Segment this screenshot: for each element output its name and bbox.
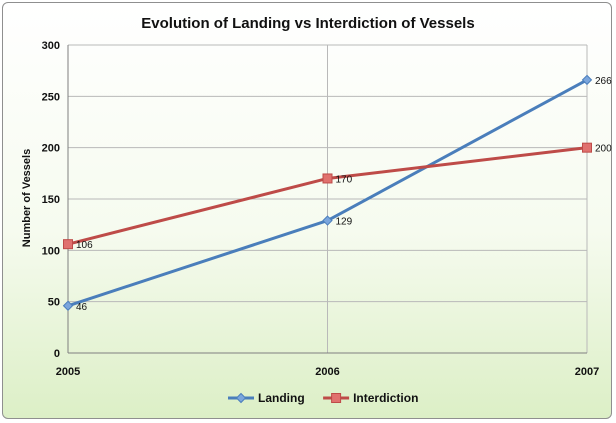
legend-marker-landing [235,392,247,404]
legend-marker-interdiction [331,393,342,403]
x-tick-label: 2005 [56,366,80,378]
landing-data-label: 129 [336,217,353,228]
landing-point [322,215,333,226]
legend: Landing Interdiction [228,391,418,405]
interdiction-point [322,173,333,184]
legend-label-landing: Landing [258,391,305,405]
y-tick-label: 50 [48,297,60,309]
series-landing [62,74,593,311]
series-layer [62,74,593,311]
landing-point [62,300,74,311]
x-tick-label: 2006 [315,366,339,378]
legend-item-interdiction: Interdiction [323,391,418,405]
chart-title: Evolution of Landing vs Interdiction of … [141,15,474,32]
x-tick-label: 2007 [575,366,599,378]
interdiction-data-label: 106 [76,240,93,251]
y-tick-label: 200 [42,143,60,155]
y-axis-label: Number of Vessels [21,149,33,247]
landing-data-label: 266 [595,76,612,87]
interdiction-point [582,142,592,153]
axes: 0 50 100 150 200 250 300 2005 2006 2007 [42,40,600,378]
y-tick-label: 300 [42,40,60,52]
series-interdiction [63,142,592,250]
y-tick-label: 150 [42,194,60,206]
y-tick-label: 0 [54,348,60,360]
chart-frame [2,2,612,419]
legend-item-landing: Landing [228,391,305,405]
legend-label-interdiction: Interdiction [353,391,418,405]
gridlines [68,44,588,353]
y-tick-label: 250 [42,91,60,103]
landing-point [581,74,593,86]
y-tick-label: 100 [42,245,60,257]
interdiction-data-label: 200 [595,144,612,155]
landing-data-label: 46 [76,302,88,313]
interdiction-point [63,239,73,250]
interdiction-data-label: 170 [336,174,353,185]
data-labels: 46 129 266 106 170 200 [76,76,612,313]
